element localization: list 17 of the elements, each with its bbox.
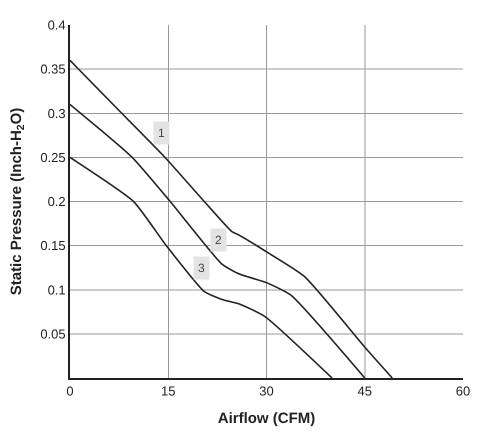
y-tick-label: 0.25 — [40, 150, 66, 165]
y-tick-label: 0.35 — [40, 62, 66, 77]
series-label: 2 — [215, 233, 222, 247]
series-label: 3 — [198, 261, 205, 275]
y-tick-label: 0.2 — [48, 194, 66, 210]
y-tick-label: 0.15 — [40, 238, 66, 254]
y-tick-label: 0.05 — [40, 326, 66, 342]
y-tick-label: 0.1 — [48, 282, 66, 298]
x-axis-title: Airflow (CFM) — [218, 410, 316, 427]
x-tick-label: 15 — [161, 383, 176, 398]
series-label: 1 — [158, 126, 165, 140]
x-tick-label: 0 — [66, 383, 74, 398]
x-tick-label: 45 — [358, 383, 372, 398]
x-tick-label: 30 — [259, 383, 274, 398]
y-tick-label: 0.4 — [48, 18, 66, 33]
y-tick-label: 0.3 — [48, 106, 66, 121]
x-tick-label: 60 — [456, 383, 470, 398]
